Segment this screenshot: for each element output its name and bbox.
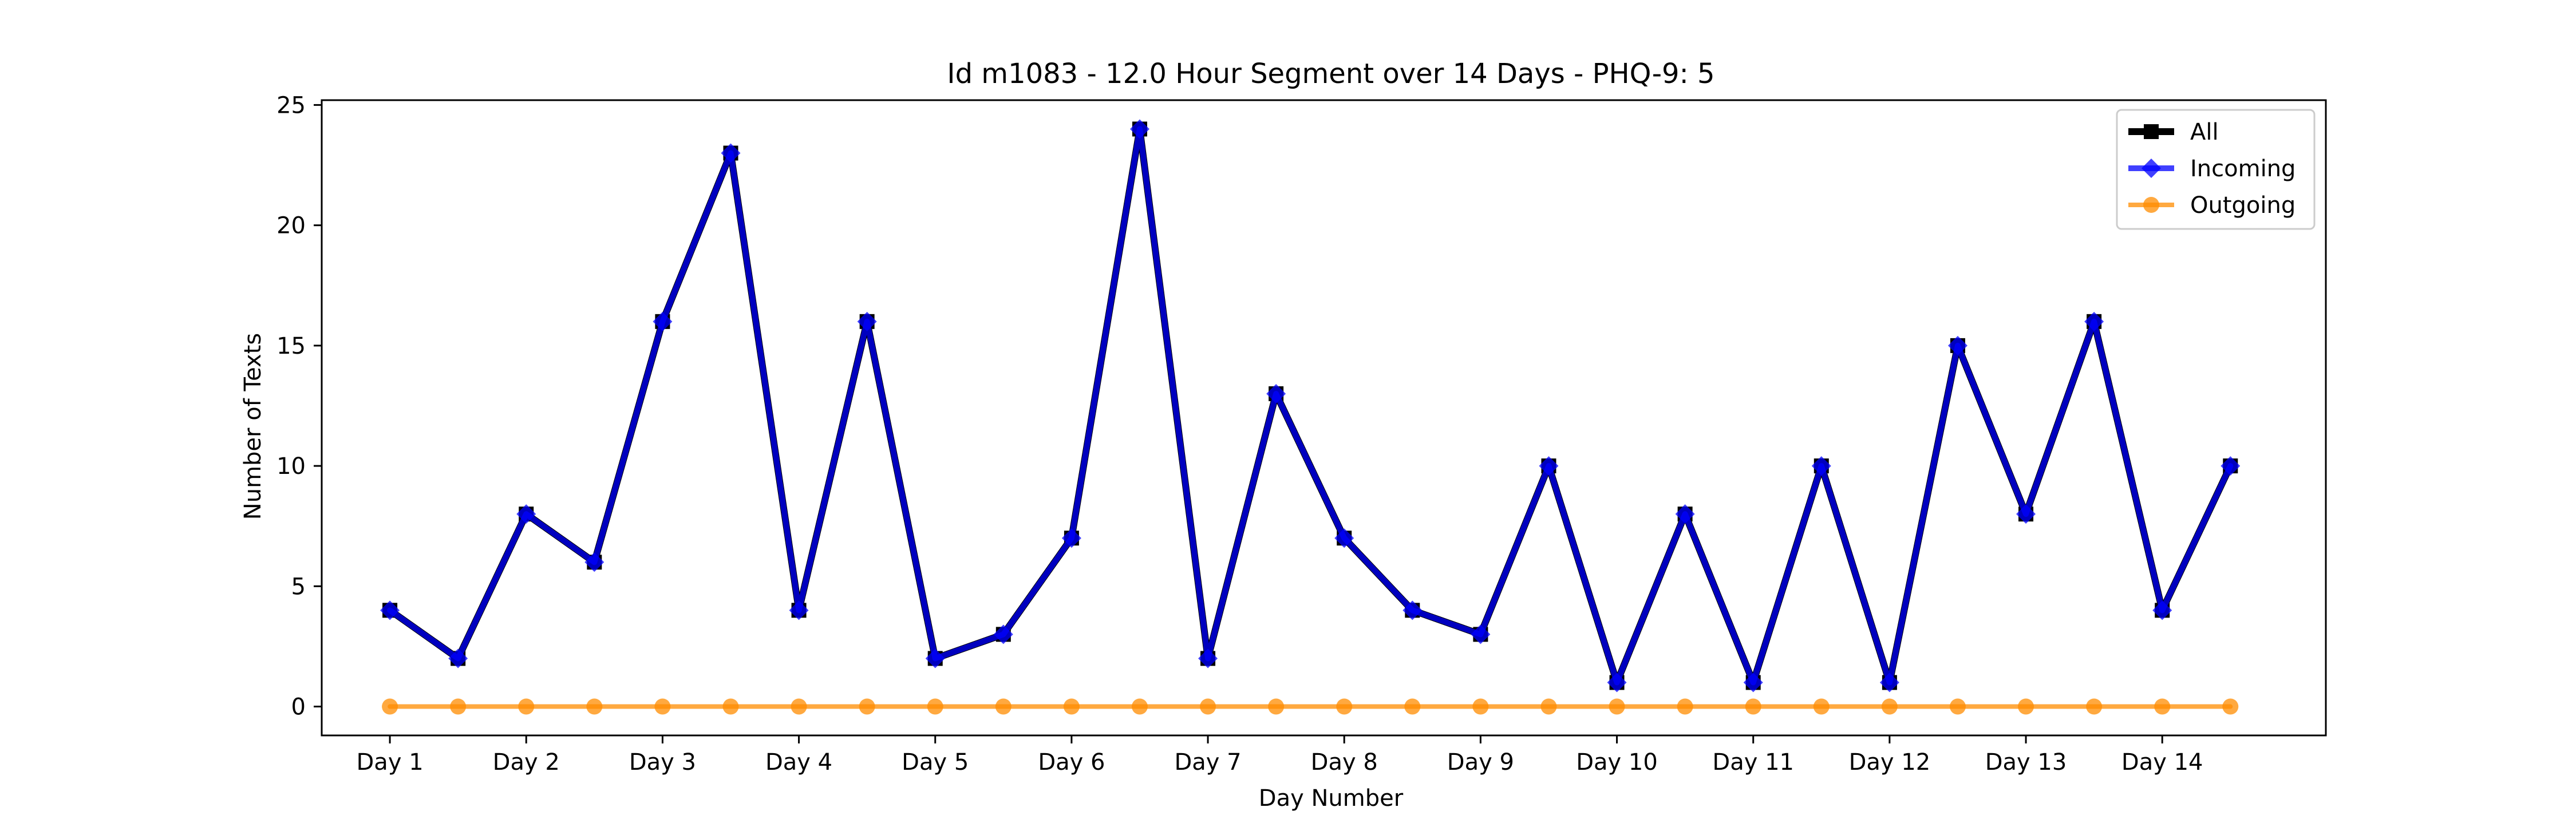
x-tick-label: Day 1	[357, 749, 424, 775]
data-point-incoming	[1607, 672, 1627, 693]
data-point-incoming	[1675, 504, 1695, 524]
data-point-incoming	[1129, 119, 1149, 139]
data-point-outgoing	[518, 698, 535, 715]
plot-frame	[321, 99, 2327, 737]
data-point-outgoing	[450, 698, 467, 715]
x-tick-label: Day 4	[765, 749, 832, 775]
legend-label-incoming: Incoming	[2190, 156, 2296, 182]
data-point-incoming	[857, 311, 877, 331]
x-tick-label: Day 12	[1849, 749, 1931, 775]
data-point-outgoing	[927, 698, 943, 715]
data-point-outgoing	[1131, 698, 1148, 715]
data-point-outgoing	[2086, 698, 2103, 715]
series-line-incoming	[387, 126, 2234, 686]
data-point-incoming	[2016, 504, 2036, 524]
data-point-outgoing	[1609, 698, 1625, 715]
data-point-incoming	[993, 624, 1013, 644]
data-point-incoming	[1061, 528, 1081, 548]
data-point-incoming	[2084, 311, 2104, 331]
x-tick-label: Day 13	[1985, 749, 2067, 775]
legend: All Incoming Outgoing	[2116, 109, 2316, 230]
y-tick-label: 25	[276, 92, 306, 118]
data-point-incoming	[925, 648, 945, 668]
x-axis-label: Day Number	[1259, 785, 1404, 812]
plot-area: 0 5 10 15 20 25 Day 1 Day 2 Day 3 Day 4 Day 5 Day 6…	[276, 92, 2327, 775]
chart-title: Id m1083 - 12.0 Hour Segment over 14 Day…	[947, 58, 1714, 90]
data-point-incoming	[1266, 383, 1286, 403]
x-tick-label: Day 3	[629, 749, 696, 775]
data-point-incoming	[1471, 624, 1491, 644]
data-point-incoming	[1198, 648, 1218, 668]
data-point-incoming	[584, 552, 605, 572]
y-tick-label: 20	[276, 213, 306, 239]
x-tick-label: Day 10	[1576, 749, 1658, 775]
y-tick-label: 5	[291, 573, 306, 600]
y-tick-label: 0	[291, 694, 306, 721]
data-point-incoming	[2221, 456, 2241, 476]
x-tick-label: Day 5	[902, 749, 969, 775]
data-point-incoming	[1539, 456, 1559, 476]
data-point-outgoing	[1813, 698, 1830, 715]
data-point-incoming	[516, 504, 536, 524]
data-point-outgoing	[1200, 698, 1216, 715]
y-axis-label: Number of Texts	[240, 333, 266, 520]
y-tick-label: 15	[276, 333, 306, 359]
data-point-outgoing	[1949, 698, 1966, 715]
data-point-incoming	[789, 600, 809, 620]
data-point-incoming	[1743, 672, 1763, 693]
data-point-incoming	[1879, 672, 1899, 693]
data-point-outgoing	[382, 698, 398, 715]
data-point-outgoing	[1881, 698, 1898, 715]
legend-marker-incoming	[2142, 159, 2161, 178]
legend-label-outgoing: Outgoing	[2190, 192, 2296, 219]
data-point-outgoing	[1268, 698, 1285, 715]
data-point-outgoing	[654, 698, 671, 715]
data-point-outgoing	[2018, 698, 2034, 715]
x-tick-label: Day 14	[2121, 749, 2203, 775]
data-point-outgoing	[1472, 698, 1489, 715]
data-point-outgoing	[791, 698, 807, 715]
data-point-outgoing	[859, 698, 875, 715]
x-tick-label: Day 2	[493, 749, 560, 775]
series-line-all	[386, 125, 2234, 686]
data-point-incoming	[1947, 335, 1967, 355]
y-tick-label: 10	[276, 453, 306, 480]
data-point-outgoing	[995, 698, 1012, 715]
data-point-incoming	[721, 143, 741, 163]
legend-label-all: All	[2190, 119, 2219, 145]
data-point-incoming	[448, 648, 468, 668]
data-point-outgoing	[722, 698, 739, 715]
x-tick-label: Day 6	[1038, 749, 1105, 775]
data-point-incoming	[380, 600, 400, 620]
x-tick-label: Day 11	[1712, 749, 1794, 775]
data-point-outgoing	[2154, 698, 2171, 715]
x-tick-label: Day 8	[1311, 749, 1378, 775]
data-point-incoming	[2152, 600, 2172, 620]
data-point-outgoing	[1745, 698, 1761, 715]
data-point-outgoing	[1063, 698, 1080, 715]
data-point-incoming	[1334, 528, 1354, 548]
data-point-outgoing	[1677, 698, 1693, 715]
legend-marker-outgoing	[2143, 197, 2159, 213]
data-point-incoming	[1402, 600, 1423, 620]
data-point-outgoing	[1336, 698, 1353, 715]
x-tick-label: Day 7	[1174, 749, 1241, 775]
x-tick-label: Day 9	[1447, 749, 1514, 775]
legend-marker-all	[2144, 124, 2159, 139]
data-point-incoming	[1811, 456, 1831, 476]
data-point-outgoing	[1540, 698, 1557, 715]
data-point-outgoing	[1404, 698, 1421, 715]
data-point-outgoing	[2222, 698, 2239, 715]
data-point-incoming	[653, 311, 673, 331]
legend-box	[2116, 109, 2316, 230]
data-point-outgoing	[586, 698, 603, 715]
